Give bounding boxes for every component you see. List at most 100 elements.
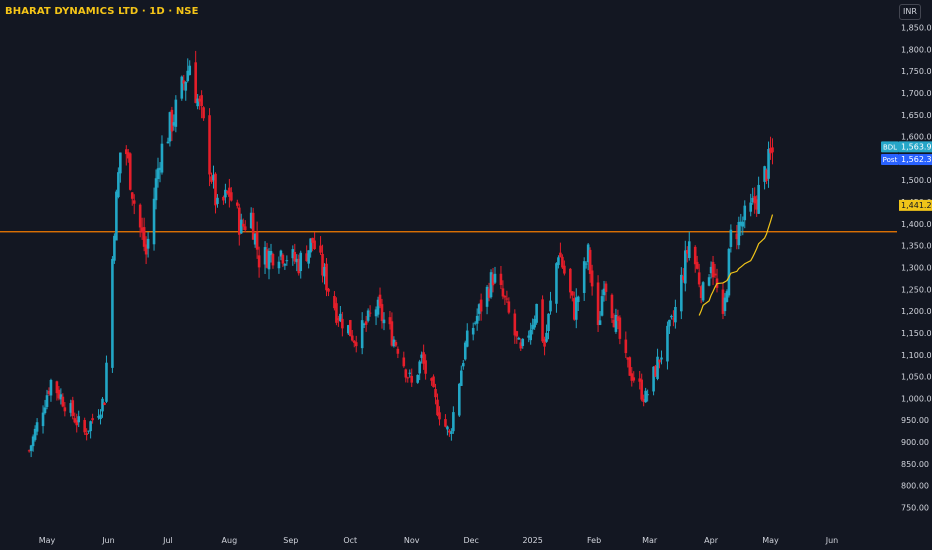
candle-body — [479, 299, 483, 312]
candle-body — [27, 450, 31, 452]
candle-body — [555, 263, 558, 304]
candle-body — [228, 187, 231, 197]
candle-body — [277, 261, 281, 269]
candle-body — [507, 301, 511, 313]
candle-body — [249, 212, 253, 229]
candle-body — [124, 149, 128, 155]
candle-body — [584, 263, 588, 265]
candle-body — [348, 320, 352, 337]
price-value-label: 1,562.30 — [901, 155, 932, 164]
candle-body — [382, 319, 386, 324]
candle-body — [638, 378, 642, 382]
candle-body — [693, 246, 697, 265]
candle-body — [707, 277, 711, 286]
currency-label[interactable]: INR — [899, 4, 921, 20]
candle-body — [543, 339, 546, 347]
candle-body — [99, 414, 102, 420]
candle-body — [751, 197, 754, 202]
candle-body — [487, 288, 491, 298]
candle-body — [253, 233, 257, 245]
y-tick-label: 1,350.00 — [901, 242, 932, 251]
candle-body — [172, 122, 176, 126]
candle-body — [513, 313, 517, 336]
candle-body — [257, 255, 261, 268]
candle-body — [103, 402, 106, 405]
candle-body — [424, 360, 427, 374]
y-tick-label: 1,700.00 — [901, 89, 932, 98]
candle-body — [226, 191, 229, 194]
candle-body — [184, 81, 188, 91]
candle-body — [448, 430, 451, 433]
candle-body — [582, 261, 586, 293]
candle-body — [222, 196, 225, 201]
candle-body — [763, 166, 766, 182]
candle-body — [239, 219, 243, 234]
candle-body — [531, 324, 534, 330]
candle-body — [535, 303, 538, 323]
candle-body — [739, 221, 743, 226]
candle-body — [170, 109, 174, 132]
candle-body — [117, 172, 120, 198]
candle-body — [251, 212, 255, 240]
candle-body — [709, 266, 713, 274]
candle-body — [743, 205, 747, 221]
candle-body — [614, 314, 618, 332]
candle-body — [392, 339, 396, 347]
x-tick-label: 2025 — [522, 536, 542, 545]
y-tick-label: 1,200.00 — [901, 307, 932, 316]
candle-body — [71, 400, 75, 416]
candle-body — [73, 418, 77, 423]
candle-body — [335, 303, 338, 323]
candle-body — [146, 238, 150, 249]
candle-body — [459, 370, 463, 386]
y-tick-label: 800.00 — [901, 482, 929, 491]
candle-body — [57, 389, 61, 399]
x-tick-label: Jun — [101, 536, 115, 545]
candle-body — [461, 363, 465, 367]
candle-body — [281, 254, 285, 264]
candle-body — [128, 153, 132, 190]
candle-body — [418, 361, 421, 374]
candle-body — [144, 244, 148, 255]
x-tick-label: Mar — [642, 536, 658, 545]
price-value-box — [899, 141, 932, 153]
candle-body — [654, 365, 657, 377]
candle-body — [561, 256, 564, 268]
candle-body — [212, 174, 215, 181]
candle-body — [680, 274, 683, 312]
x-tick-label: May — [39, 536, 56, 545]
candle-body — [132, 200, 136, 204]
candle-body — [489, 272, 493, 298]
x-tick-label: Jul — [162, 536, 173, 545]
candle-body — [557, 257, 560, 265]
candle-body — [374, 309, 378, 317]
candle-body — [214, 173, 217, 206]
candle-body — [503, 296, 507, 298]
candle-body — [243, 226, 247, 231]
candle-body — [75, 420, 79, 426]
candle-body — [432, 376, 435, 388]
candle-body — [200, 95, 203, 107]
candle-body — [517, 337, 521, 340]
y-tick-label: 1,850.00 — [901, 24, 932, 33]
candle-body — [208, 115, 211, 175]
candle-body — [755, 199, 758, 210]
candle-body — [119, 152, 122, 174]
candle-body — [642, 398, 645, 402]
candle-body — [327, 288, 330, 292]
candle-body — [477, 304, 481, 314]
candle-body — [388, 317, 392, 325]
candle-body — [624, 339, 628, 354]
chart-title[interactable]: BHARAT DYNAMICS LTD · 1D · NSE — [5, 6, 199, 17]
candle-body — [45, 395, 49, 407]
candle-body — [168, 112, 172, 142]
candle-body — [656, 356, 659, 379]
candle-body — [436, 399, 439, 416]
candle-body — [339, 313, 342, 322]
candle-body — [430, 378, 433, 381]
candle-body — [452, 412, 455, 432]
candle-body — [49, 379, 53, 396]
candle-body — [380, 304, 384, 322]
